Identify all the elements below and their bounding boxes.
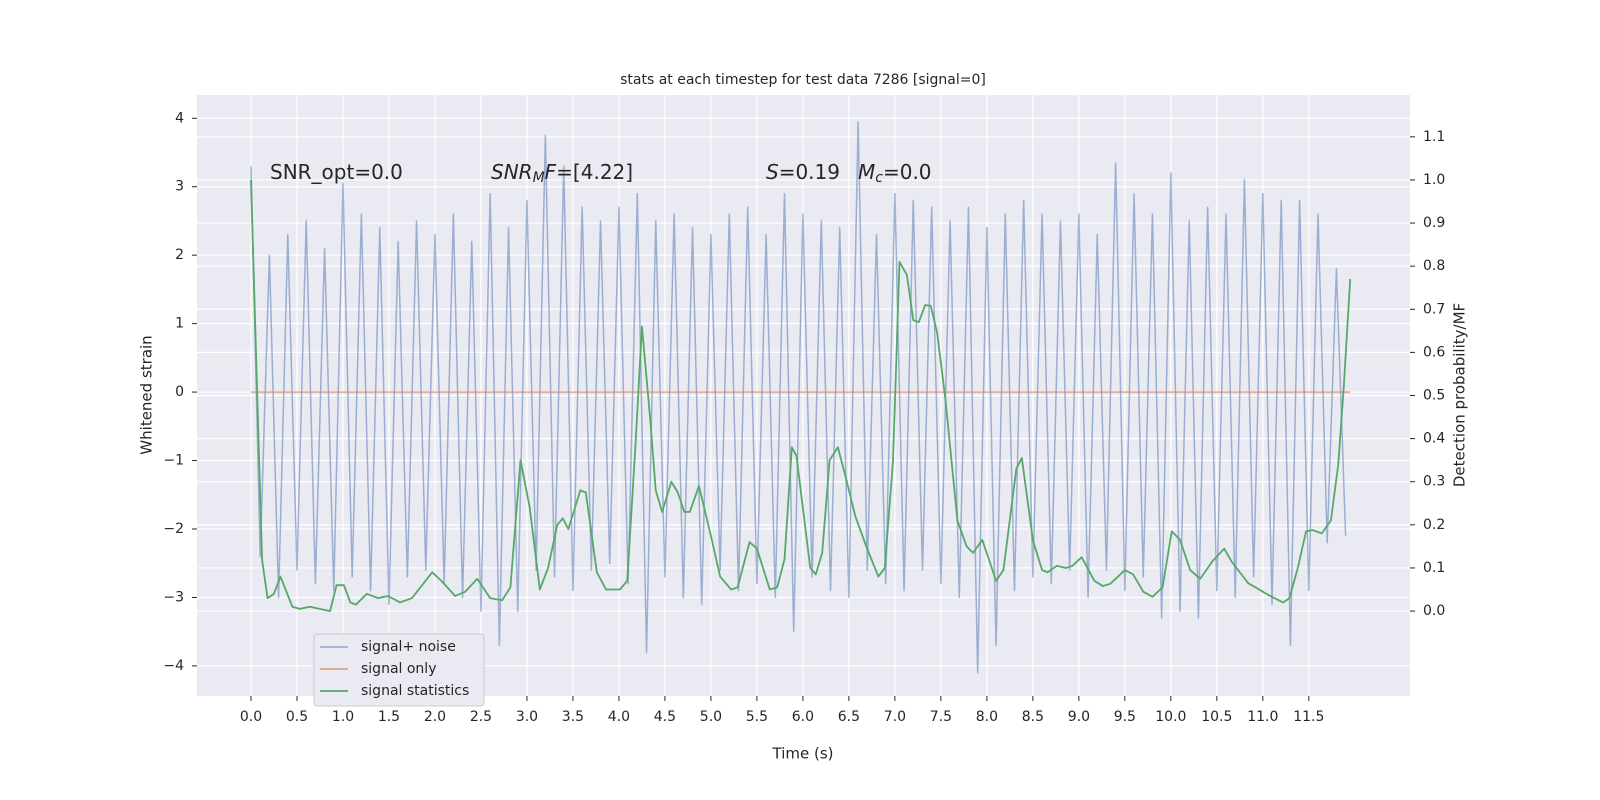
y2-tick-label: 0.9 [1423, 215, 1445, 231]
y2-tick-label: 0.4 [1423, 431, 1445, 447]
y2-tick-label: 1.1 [1423, 129, 1445, 145]
x-tick-label: 10.5 [1201, 709, 1232, 725]
x-tick-label: 8.5 [1022, 709, 1044, 725]
x-tick-label: 6.5 [838, 709, 860, 725]
x-tick-label: 11.5 [1293, 709, 1324, 725]
annotation: S=0.19 [766, 160, 840, 184]
annotation-part: S [766, 160, 779, 184]
y2-tick-label: 0.2 [1423, 517, 1445, 533]
legend-label: signal statistics [361, 683, 469, 699]
legend-box [313, 633, 485, 707]
y2-tick-label: 0.0 [1423, 603, 1445, 619]
y2-tick-label: 0.7 [1423, 301, 1445, 317]
x-tick-label: 0.0 [240, 709, 262, 725]
x-tick-label: 2.0 [424, 709, 446, 725]
y-tick-label: 0 [175, 384, 184, 400]
x-tick-label: 5.0 [700, 709, 722, 725]
annotation-part: F [545, 160, 557, 184]
annotation-part: =0.19 [779, 160, 840, 184]
annotation-part: SNR [491, 160, 533, 184]
y2-tick-label: 0.1 [1423, 560, 1445, 576]
x-tick-label: 7.5 [930, 709, 952, 725]
legend: signal+ noise signal only signal statistic… [313, 633, 485, 707]
legend-label: signal+ noise [361, 639, 456, 655]
annotation-part: M [533, 170, 545, 186]
annotation: SNRMF=[4.22] [491, 160, 633, 187]
annotation-part: c [875, 170, 883, 186]
y2-tick-label: 1.0 [1423, 172, 1445, 188]
x-tick-label: 4.0 [608, 709, 630, 725]
series-line [250, 120, 1347, 674]
y-tick-label: −2 [163, 521, 184, 537]
x-axis-label: Time (s) [772, 745, 834, 763]
x-tick-label: 5.5 [746, 709, 768, 725]
x-tick-label: 7.0 [884, 709, 906, 725]
annotation: Mc=0.0 [858, 160, 932, 187]
annotation: SNR_opt=0.0 [270, 160, 403, 184]
y-tick-label: −4 [163, 658, 184, 674]
x-tick-label: 9.0 [1068, 709, 1090, 725]
y-tick-label: −1 [163, 453, 184, 469]
y-tick-label: 1 [175, 316, 184, 332]
y-tick-label: −3 [163, 589, 184, 605]
y-tick-label: 3 [175, 179, 184, 195]
series-line [250, 179, 1352, 612]
y2-tick-label: 0.3 [1423, 474, 1445, 490]
x-tick-label: 8.0 [976, 709, 998, 725]
chart-title: stats at each timestep for test data 728… [620, 72, 986, 88]
y-tick-label: 2 [175, 247, 184, 263]
x-tick-label: 1.5 [378, 709, 400, 725]
x-tick-label: 0.5 [286, 709, 308, 725]
legend-label: signal only [361, 661, 436, 677]
x-tick-label: 9.5 [1114, 709, 1136, 725]
x-tick-label: 6.0 [792, 709, 814, 725]
y-axis-label: Whitened strain [138, 335, 156, 454]
x-tick-label: 11.0 [1247, 709, 1278, 725]
x-tick-label: 10.0 [1155, 709, 1186, 725]
x-tick-label: 1.0 [332, 709, 354, 725]
y2-tick-label: 0.8 [1423, 258, 1445, 274]
annotation-part: =0.0 [883, 160, 932, 184]
annotation-part: SNR_opt=0.0 [270, 160, 403, 184]
y2-tick-label: 0.5 [1423, 388, 1445, 404]
x-tick-label: 3.0 [516, 709, 538, 725]
y2-tick-label: 0.6 [1423, 344, 1445, 360]
annotation-part: M [858, 160, 875, 184]
x-tick-label: 2.5 [470, 709, 492, 725]
y-tick-label: 4 [175, 110, 184, 126]
x-tick-label: 4.5 [654, 709, 676, 725]
x-tick-label: 3.5 [562, 709, 584, 725]
annotation-part: =[4.22] [556, 160, 633, 184]
y2-axis-label: Detection probability/MF [1451, 303, 1469, 487]
